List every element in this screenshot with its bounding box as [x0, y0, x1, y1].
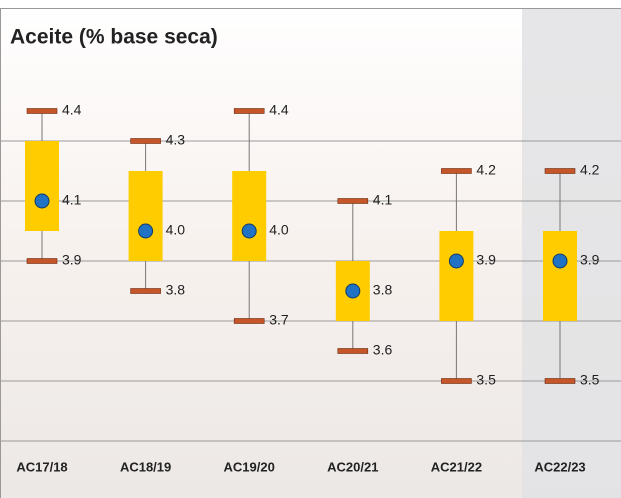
min-label: 3.5: [476, 372, 496, 388]
mean-label: 3.8: [373, 282, 393, 298]
x-tick-label: AC19/20: [224, 459, 275, 474]
max-label: 4.3: [166, 132, 186, 148]
x-tick-label: AC17/18: [16, 459, 67, 474]
min-cap: [233, 318, 265, 324]
mean-label: 3.9: [476, 252, 496, 268]
chart-title: Aceite (% base seca): [10, 26, 218, 49]
min-label: 3.8: [166, 282, 186, 298]
max-cap: [26, 108, 58, 114]
max-label: 4.4: [62, 102, 82, 118]
max-cap: [233, 108, 265, 114]
max-cap: [544, 168, 576, 174]
max-cap: [337, 198, 369, 204]
max-cap: [130, 138, 161, 144]
mean-dot: [138, 223, 154, 239]
min-cap: [26, 258, 58, 264]
x-tick-label: AC18/19: [120, 459, 171, 474]
mean-dot: [241, 223, 257, 239]
min-label: 3.7: [269, 312, 289, 328]
box: [128, 171, 163, 261]
mean-dot: [448, 253, 464, 269]
box: [543, 231, 577, 321]
x-tick-label: AC22/23: [534, 459, 585, 474]
max-label: 4.4: [269, 102, 289, 118]
min-label: 3.6: [373, 342, 393, 358]
max-label: 4.2: [580, 162, 600, 178]
min-label: 3.9: [62, 252, 82, 268]
max-label: 4.2: [476, 162, 496, 178]
x-tick-label: AC21/22: [431, 459, 482, 474]
box: [439, 231, 474, 321]
mean-dot: [552, 253, 568, 269]
box: [232, 171, 267, 261]
max-label: 4.1: [373, 192, 393, 208]
mean-label: 3.9: [580, 252, 600, 268]
mean-label: 4.1: [62, 192, 82, 208]
min-label: 3.5: [580, 372, 600, 388]
min-cap: [337, 348, 369, 354]
mean-dot: [345, 283, 361, 299]
min-cap: [441, 378, 472, 384]
box: [25, 141, 59, 231]
mean-dot: [34, 193, 50, 209]
mean-label: 4.0: [166, 222, 186, 238]
x-tick-label: AC20/21: [327, 459, 378, 474]
max-cap: [441, 168, 472, 174]
min-cap: [130, 288, 161, 294]
min-cap: [544, 378, 576, 384]
mean-label: 4.0: [269, 222, 289, 238]
